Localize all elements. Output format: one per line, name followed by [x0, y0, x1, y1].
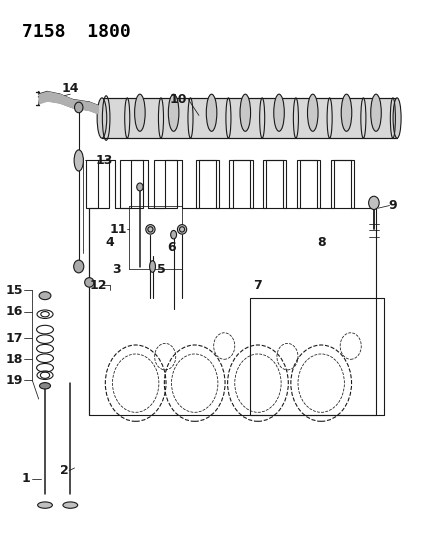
Ellipse shape	[168, 94, 179, 131]
Bar	[229, 160, 253, 208]
Text: 3: 3	[113, 263, 121, 276]
Ellipse shape	[63, 502, 78, 508]
Ellipse shape	[371, 94, 381, 131]
Bar	[196, 160, 219, 208]
Text: 6: 6	[167, 241, 176, 254]
Text: 7158  1800: 7158 1800	[22, 22, 131, 41]
FancyBboxPatch shape	[102, 98, 397, 138]
Ellipse shape	[137, 183, 143, 191]
Ellipse shape	[240, 94, 250, 131]
Ellipse shape	[146, 224, 155, 234]
Bar	[154, 160, 177, 208]
Ellipse shape	[307, 94, 318, 131]
Text: 17: 17	[5, 332, 23, 344]
Ellipse shape	[206, 94, 217, 131]
Text: 1: 1	[22, 472, 30, 485]
Circle shape	[74, 260, 84, 273]
Bar	[331, 160, 354, 208]
Ellipse shape	[135, 94, 145, 131]
Text: 15: 15	[5, 284, 23, 297]
Bar	[263, 160, 286, 208]
Ellipse shape	[341, 94, 352, 131]
Text: 11: 11	[110, 223, 128, 236]
Text: 2: 2	[59, 464, 68, 477]
Ellipse shape	[274, 94, 284, 131]
Text: 5: 5	[157, 263, 165, 276]
Text: 4: 4	[105, 236, 114, 249]
Text: 7: 7	[253, 279, 262, 292]
Text: 19: 19	[5, 374, 23, 387]
Text: 18: 18	[5, 353, 23, 366]
Text: 16: 16	[5, 305, 23, 318]
Text: 13: 13	[95, 154, 113, 167]
Ellipse shape	[149, 261, 155, 272]
Ellipse shape	[393, 98, 401, 138]
Ellipse shape	[97, 98, 107, 138]
Ellipse shape	[74, 150, 83, 171]
Ellipse shape	[178, 224, 187, 234]
Bar	[120, 160, 143, 208]
Circle shape	[74, 102, 83, 113]
Text: 9: 9	[389, 199, 397, 212]
Text: 8: 8	[317, 236, 326, 249]
Text: 12: 12	[89, 279, 107, 292]
Bar	[86, 160, 109, 208]
Bar	[297, 160, 320, 208]
Text: 14: 14	[62, 83, 79, 95]
Ellipse shape	[39, 292, 51, 300]
Ellipse shape	[39, 383, 51, 389]
Ellipse shape	[369, 196, 379, 209]
Ellipse shape	[85, 278, 94, 287]
Ellipse shape	[171, 230, 177, 239]
Ellipse shape	[38, 502, 52, 508]
Text: 10: 10	[169, 93, 187, 106]
